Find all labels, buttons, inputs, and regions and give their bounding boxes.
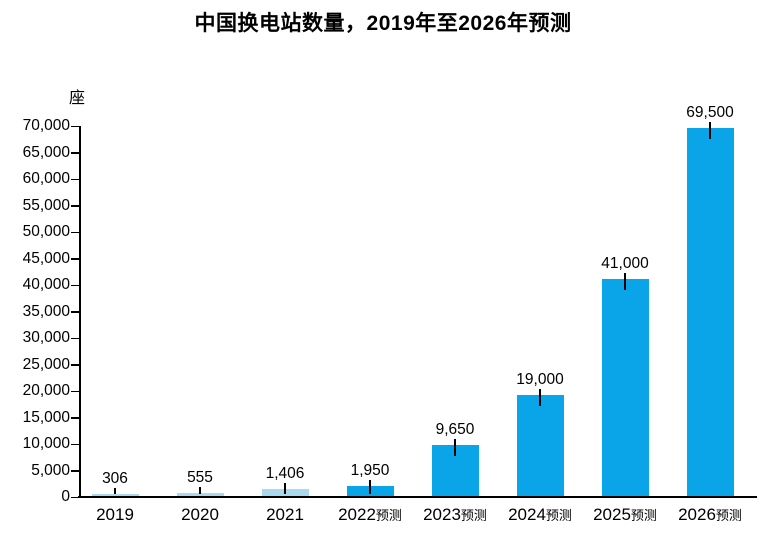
x-axis-category-label: 2022预测 <box>327 505 413 526</box>
x-axis-category-label: 2025预测 <box>582 505 668 526</box>
y-axis-tick <box>71 443 79 445</box>
x-axis-forecast-suffix-text: 预测 <box>375 508 402 523</box>
y-axis-tick-label: 20,000 <box>22 382 70 399</box>
y-axis-tick-label: 60,000 <box>22 170 70 187</box>
y-axis-tick <box>71 205 79 207</box>
x-axis-year-text: 2021 <box>266 505 304 524</box>
bar-label-leader-line <box>454 439 456 456</box>
bar-2019 <box>91 494 139 496</box>
y-axis-tick-label: 25,000 <box>22 355 70 373</box>
y-axis-tick-label: 55,000 <box>22 196 70 214</box>
y-axis-tick-label: 10,000 <box>22 435 70 452</box>
x-axis-category-label: 2026预测 <box>667 505 753 526</box>
y-axis-tick <box>71 390 79 392</box>
x-axis-category-label: 2021 <box>242 505 328 526</box>
y-axis-tick-label: 50,000 <box>22 223 70 240</box>
x-axis-year-text: 2022 <box>338 505 376 524</box>
y-axis-tick <box>71 337 79 339</box>
x-axis-year-text: 2026 <box>678 505 716 524</box>
y-axis-tick <box>71 152 79 154</box>
y-axis-tick <box>71 311 79 313</box>
bar-2025 <box>601 279 649 496</box>
x-axis-line <box>78 496 757 498</box>
bar-label-leader-line <box>199 487 201 494</box>
x-axis-year-text: 2019 <box>96 505 134 524</box>
y-axis-tick-label: 5,000 <box>31 461 70 479</box>
y-axis-tick-label: 35,000 <box>22 302 70 320</box>
bar-2020 <box>176 493 224 496</box>
x-axis-forecast-suffix-text: 预测 <box>545 508 572 523</box>
y-axis-tick <box>71 178 79 180</box>
bar-value-label: 19,000 <box>516 371 564 388</box>
y-axis-tick-label: 65,000 <box>22 143 70 161</box>
bar-value-label: 41,000 <box>601 255 649 272</box>
y-axis-tick <box>71 125 79 127</box>
bar-value-label: 1,406 <box>265 465 305 482</box>
y-axis-tick-label: 15,000 <box>22 408 70 426</box>
bar-label-leader-line <box>114 488 116 494</box>
bar-label-leader-line <box>709 122 711 139</box>
bar-value-label: 555 <box>187 469 213 486</box>
y-axis-tick <box>71 258 79 260</box>
bar-value-label: 306 <box>102 470 128 487</box>
y-axis-unit-label: 座 <box>68 90 85 107</box>
x-axis-forecast-suffix-text: 预测 <box>630 508 657 523</box>
x-axis-category-label: 2020 <box>157 505 243 526</box>
bar-label-leader-line <box>284 483 286 494</box>
y-axis-tick <box>71 496 79 498</box>
x-axis-year-text: 2023 <box>423 505 461 524</box>
x-axis-forecast-suffix-text: 预测 <box>715 508 742 523</box>
bar-label-leader-line <box>369 480 371 494</box>
bar-label-leader-line <box>539 389 541 406</box>
x-axis-year-text: 2025 <box>593 505 631 524</box>
x-axis-year-text: 2020 <box>181 505 219 524</box>
bar-value-label: 9,650 <box>435 421 475 438</box>
y-axis-tick <box>71 470 79 472</box>
bar-2026 <box>686 128 734 496</box>
y-axis-tick-label: 45,000 <box>22 249 70 267</box>
y-axis-tick-label: 30,000 <box>22 329 70 346</box>
y-axis-tick <box>71 364 79 366</box>
x-axis-forecast-suffix-text: 预测 <box>460 508 487 523</box>
x-axis-category-label: 2019 <box>72 505 158 526</box>
bar-2024 <box>516 395 564 496</box>
y-axis-tick-label: 70,000 <box>22 117 70 134</box>
bar-value-label: 69,500 <box>686 104 734 121</box>
x-axis-category-label: 2023预测 <box>412 505 498 526</box>
y-axis-tick-label: 40,000 <box>22 276 70 293</box>
y-axis-tick <box>71 231 79 233</box>
y-axis-tick <box>71 284 79 286</box>
chart-title: 中国换电站数量，2019年至2026年预测 <box>194 12 572 35</box>
y-axis-line <box>79 126 81 498</box>
x-axis-year-text: 2024 <box>508 505 546 524</box>
y-axis-tick-label: 0 <box>61 488 70 505</box>
bar-value-label: 1,950 <box>350 462 390 479</box>
y-axis-tick <box>71 417 79 419</box>
bar-label-leader-line <box>624 273 626 290</box>
x-axis-category-label: 2024预测 <box>497 505 583 526</box>
